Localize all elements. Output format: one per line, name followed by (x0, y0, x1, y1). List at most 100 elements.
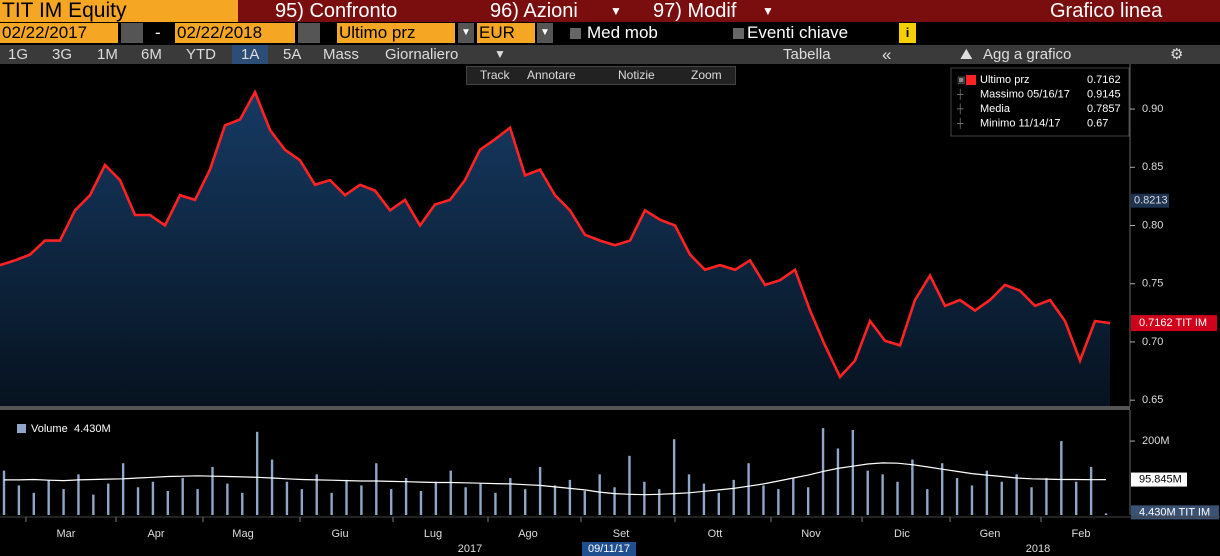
volume-bar (643, 481, 646, 515)
marker-tag (1131, 193, 1169, 208)
volume-bar (285, 481, 289, 515)
start-date[interactable]: 02/22/2017 (0, 23, 118, 43)
range-tab[interactable]: YTD (186, 46, 216, 63)
volume-bar (151, 481, 155, 515)
legend-label: Minimo 11/14/17 (980, 117, 1061, 129)
x-tick-label: Mar (57, 528, 76, 540)
year-label: 2017 (458, 543, 482, 555)
volume-bar (449, 470, 452, 515)
range-tab[interactable]: Mass (323, 46, 359, 63)
x-tick-label: Nov (801, 528, 821, 540)
add-icon: ⛰ (960, 46, 973, 63)
price-area (0, 92, 1110, 406)
y-tick-label: 0.85 (1142, 161, 1163, 173)
volume-bar (2, 470, 6, 515)
volume-bar (866, 470, 869, 515)
volume-bar (538, 466, 542, 515)
add-to-chart[interactable]: Agg a grafico (983, 46, 1072, 63)
volume-bar (792, 478, 795, 515)
y-tick-label: 0.80 (1142, 219, 1163, 231)
mov-avg[interactable]: Med mob (587, 23, 658, 42)
checkbox[interactable] (570, 28, 581, 39)
events[interactable]: Eventi chiave (747, 23, 849, 42)
tool-group (466, 66, 736, 85)
cursor-label: 09/11/17 (588, 543, 630, 555)
volume-bar (166, 490, 170, 515)
ma-tag (1131, 472, 1187, 487)
volume-bar (434, 481, 438, 515)
legend-value: 0.9145 (1087, 88, 1121, 100)
settings-icon[interactable]: ⚙ (1170, 46, 1184, 63)
volume-bar (881, 474, 884, 515)
last-label: 4.430M TIT IM (1139, 506, 1210, 518)
legend-label: Ultimo prz (980, 74, 1030, 86)
volume-bar (911, 459, 914, 515)
legend-value: 0.7857 (1087, 103, 1121, 115)
year-label: 2018 (1026, 543, 1050, 555)
volume-bar (270, 459, 274, 515)
chart-type[interactable]: Grafico linea (1050, 0, 1163, 22)
y-tick-label: 200M (1142, 435, 1170, 447)
range-tab[interactable]: 1M (97, 46, 118, 63)
ticker[interactable]: TIT IM Equity (0, 0, 238, 22)
volume-bar (717, 492, 721, 515)
menu[interactable]: 95) Confronto (275, 0, 398, 22)
range-tab[interactable]: 3G (52, 46, 73, 63)
tool-button[interactable]: Zoom (691, 68, 722, 82)
table-tab[interactable]: Tabella (783, 46, 831, 63)
volume-bar (315, 474, 318, 515)
volume-bar (1015, 474, 1018, 515)
volume-bar (121, 463, 125, 515)
end-date[interactable]: 02/22/2018 (175, 23, 295, 43)
x-tick-label: Gen (980, 528, 1001, 540)
range-tab[interactable]: 6M (141, 46, 162, 63)
volume-bar (241, 492, 244, 515)
range-tab[interactable]: 1G (8, 46, 29, 63)
range-tab[interactable]: 5A (283, 46, 302, 63)
volume-bar (360, 485, 363, 515)
tab-bar (0, 45, 1220, 64)
dropdown[interactable]: ▼ (537, 23, 553, 43)
tool-button[interactable]: Annotare (527, 68, 576, 82)
menu[interactable]: 97) Modif (653, 0, 737, 22)
volume-bar (628, 455, 631, 515)
field[interactable]: Ultimo prz (337, 23, 455, 43)
range-tab[interactable]: Giornaliero (385, 46, 459, 63)
calendar-icon[interactable] (121, 23, 143, 43)
y-tick-label: 0.90 (1142, 103, 1163, 115)
checkbox[interactable] (733, 28, 744, 39)
chart: 0.65 0.70 0.75 0.80 0.85 0.90 0.8213 0.7162 TIT… (0, 64, 1220, 556)
legend-label: Media (980, 103, 1011, 115)
currency[interactable]: EUR (477, 23, 535, 43)
dropdown[interactable]: ▼ (458, 23, 474, 43)
volume-bar (345, 479, 348, 515)
info-icon[interactable]: i (899, 23, 916, 43)
volume-bar (17, 485, 21, 515)
tool-button[interactable]: Track (480, 68, 510, 82)
volume-bar (92, 494, 95, 515)
volume-bar (62, 489, 65, 515)
volume-bar (1104, 513, 1108, 515)
volume-bar (389, 489, 393, 515)
separator: - (155, 23, 161, 42)
tool-button[interactable]: Notizie (618, 68, 655, 82)
volume-bar (926, 489, 929, 515)
calendar-icon[interactable] (298, 23, 320, 43)
volume-bar (464, 487, 467, 515)
volume-bar (777, 489, 780, 515)
volume-bar (77, 474, 80, 515)
volume-bar (47, 479, 50, 515)
volume-bar (985, 470, 989, 515)
x-tick-label: Giu (331, 528, 348, 540)
volume-bar (255, 431, 259, 515)
volume-bar (1000, 481, 1003, 515)
volume-bar (1060, 441, 1063, 515)
x-tick-label: Set (613, 528, 630, 540)
volume-bar (107, 483, 110, 515)
last-tag (1131, 505, 1219, 520)
collapse[interactable]: « (882, 45, 892, 64)
volume-bar (330, 492, 333, 515)
volume-bar (896, 481, 899, 515)
range-tab[interactable]: 1A (241, 46, 260, 63)
menu[interactable]: 96) Azioni (490, 0, 578, 22)
